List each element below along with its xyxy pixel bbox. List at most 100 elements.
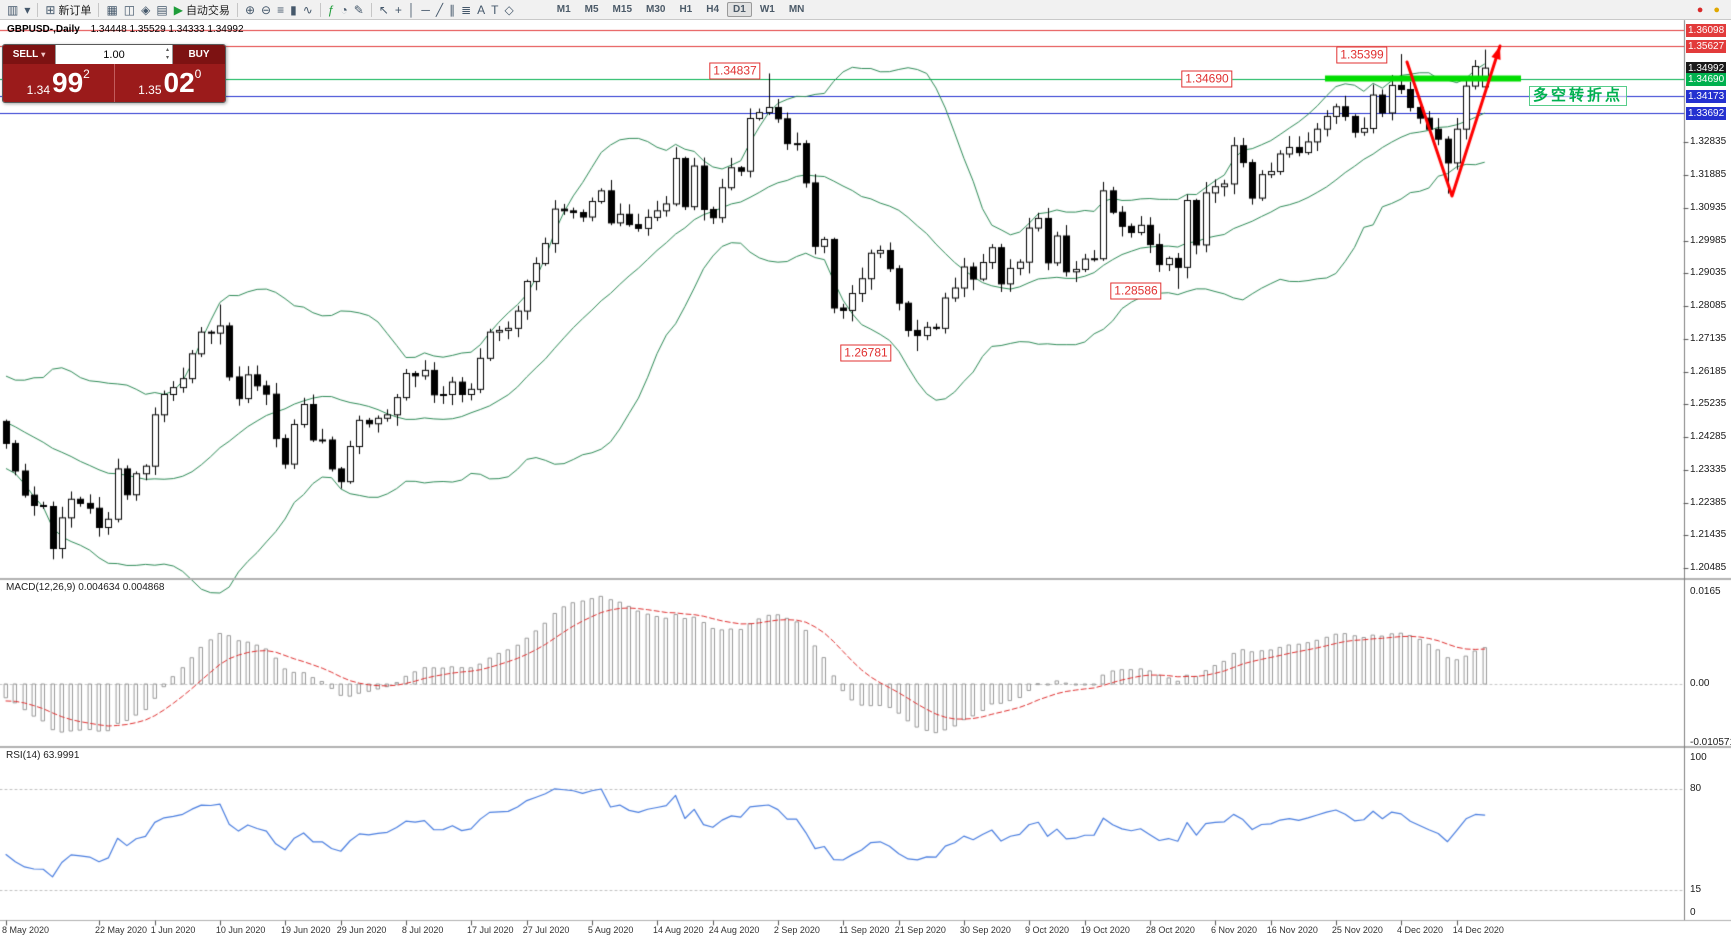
vertical-line-button[interactable]: │ [405, 1, 419, 19]
text-label-button[interactable]: T [488, 1, 501, 19]
bar-chart-icon: ≡ [277, 2, 285, 17]
sell-price-big: 99 [52, 67, 84, 98]
chevron-down-icon: ▾ [24, 2, 31, 17]
profiles-dropdown[interactable]: ▾ [21, 1, 33, 19]
volume-input[interactable]: 1.00 ▴ ▾ [55, 45, 173, 64]
cursor-button[interactable]: ↖ [376, 1, 392, 19]
text-button[interactable]: A [474, 1, 488, 19]
alert-button[interactable]: ● [1694, 1, 1707, 19]
buy-button-label: BUY [188, 49, 210, 60]
trendline-button[interactable]: ╱ [433, 1, 446, 19]
buy-price-panel[interactable]: 1.35 02 0 [114, 64, 225, 102]
text-label-icon: T [491, 2, 499, 17]
volume-down-icon[interactable]: ▾ [165, 55, 169, 61]
indicators-button[interactable]: ƒ [325, 1, 338, 19]
toolbar-right-icons: ● ● [1694, 1, 1727, 19]
toolbar: ▥ ▾ ⊞ 新订单 ▦ ◫ ◈ ▤ ▶ 自动交易 ⊕ ⊖ ≡ ▮ ∿ ƒ ◔ ✎ ↖ + │ ─ ╱ ∥ ≣ A T ◇ M1 M5 M1… [0, 0, 1731, 20]
navigator-button[interactable]: ◈ [138, 1, 153, 19]
candlestick-chart-button[interactable]: ▮ [287, 1, 300, 19]
line-chart-icon: ∿ [302, 2, 313, 17]
new-order-button[interactable]: ⊞ 新订单 [42, 1, 94, 19]
data-window-button[interactable]: ◫ [121, 1, 138, 19]
market-watch-button[interactable]: ▦ [103, 1, 120, 19]
timeframe-h4-button[interactable]: H4 [706, 4, 720, 15]
market-watch-icon: ▦ [106, 2, 118, 17]
buy-button[interactable]: BUY [173, 45, 225, 64]
shapes-icon: ◇ [504, 2, 514, 17]
timeframe-m5-button[interactable]: M5 [584, 4, 599, 15]
new-order-button-label: 新订单 [58, 4, 92, 17]
ohlc-values: 1.34448 1.35529 1.34333 1.34992 [90, 24, 244, 35]
shapes-dropdown[interactable]: ◇ [502, 1, 517, 19]
vertical-line-icon: │ [407, 2, 416, 17]
toolbar-separator [236, 2, 238, 17]
fibonacci-button[interactable]: ≣ [458, 1, 474, 19]
timeframe-buttons: M1 M5 M15 M30 H1 H4 D1 W1 MN [551, 2, 811, 17]
toolbar-separator [370, 2, 372, 17]
macd-indicator-label: MACD(12,26,9) 0.004634 0.004868 [6, 582, 165, 593]
timeframe-m1-button[interactable]: M1 [556, 4, 571, 15]
zoom-in-icon: ⊕ [244, 2, 255, 17]
periods-dropdown[interactable]: ◔ [337, 1, 350, 19]
news-button[interactable]: ● [1710, 1, 1723, 19]
one-click-trading-panel: SELL ▾ 1.00 ▴ ▾ BUY 1.34 99 2 1.35 [2, 44, 226, 103]
timeframe-d1-button[interactable]: D1 [727, 2, 752, 17]
autotrading-button[interactable]: ▶ 自动交易 [171, 1, 233, 19]
autotrading-play-icon: ▶ [173, 2, 183, 17]
line-chart-button[interactable]: ∿ [300, 1, 316, 19]
buy-price-main: 1.35 [138, 83, 162, 97]
news-icon: ● [1713, 3, 1720, 16]
alert-icon: ● [1696, 3, 1704, 16]
channel-button[interactable]: ∥ [446, 1, 458, 19]
zoom-in-button[interactable]: ⊕ [242, 1, 258, 19]
buy-price-sup: 0 [194, 67, 202, 81]
new-chart-icon: ▥ [7, 2, 19, 17]
data-window-icon: ◫ [123, 2, 136, 17]
crosshair-button[interactable]: + [392, 1, 405, 19]
sell-button[interactable]: SELL ▾ [3, 45, 55, 64]
new-chart-button[interactable]: ▥ [4, 1, 21, 19]
rsi-indicator-label: RSI(14) 63.9991 [6, 750, 80, 761]
zoom-out-button[interactable]: ⊖ [258, 1, 274, 19]
one-click-header: SELL ▾ 1.00 ▴ ▾ BUY [3, 45, 225, 64]
sell-price-sup: 2 [83, 67, 90, 81]
bar-chart-button[interactable]: ≡ [274, 1, 287, 19]
volume-steppers[interactable]: ▴ ▾ [166, 46, 169, 62]
crosshair-icon: + [394, 2, 402, 17]
candlestick-icon: ▮ [290, 2, 297, 17]
cursor-icon: ↖ [378, 2, 389, 17]
timeframe-m30-button[interactable]: M30 [646, 4, 666, 15]
toolbar-separator [98, 2, 100, 17]
symbol-period-label: GBPUSD-,Daily [7, 24, 80, 35]
volume-up-icon[interactable]: ▴ [165, 47, 169, 53]
navigator-icon: ◈ [141, 2, 151, 17]
chevron-down-icon: ▾ [41, 50, 46, 59]
clock-icon: ◔ [340, 2, 348, 17]
terminal-button[interactable]: ▤ [153, 1, 170, 19]
horizontal-line-button[interactable]: ─ [418, 1, 433, 19]
buy-price-big: 02 [163, 67, 195, 98]
toolbar-separator [319, 2, 321, 17]
text-icon: A [477, 2, 486, 17]
fibonacci-icon: ≣ [461, 2, 472, 17]
timeframe-m15-button[interactable]: M15 [612, 4, 632, 15]
sell-price-panel[interactable]: 1.34 99 2 [3, 64, 115, 102]
autotrading-button-label: 自动交易 [185, 4, 230, 17]
timeframe-w1-button[interactable]: W1 [759, 4, 775, 15]
chart-header: GBPUSD-,Daily 1.34448 1.35529 1.34333 1.… [7, 24, 244, 35]
timeframe-mn-button[interactable]: MN [788, 4, 805, 15]
channel-icon: ∥ [449, 2, 456, 17]
new-order-icon: ⊞ [45, 2, 56, 17]
timeframe-h1-button[interactable]: H1 [679, 4, 693, 15]
toolbar-buttons: ▥ ▾ ⊞ 新订单 ▦ ◫ ◈ ▤ ▶ 自动交易 ⊕ ⊖ ≡ ▮ ∿ ƒ ◔ ✎ ↖ + │ ─ ╱ ∥ ≣ A T ◇ [4, 1, 517, 19]
indicators-icon: ƒ [327, 2, 335, 17]
templates-dropdown[interactable]: ✎ [351, 1, 367, 19]
sell-price-main: 1.34 [26, 83, 50, 97]
toolbar-separator [37, 2, 39, 17]
templates-icon: ✎ [353, 2, 364, 17]
trendline-icon: ╱ [435, 2, 444, 17]
terminal-icon: ▤ [156, 2, 168, 17]
horizontal-line-icon: ─ [421, 2, 430, 17]
